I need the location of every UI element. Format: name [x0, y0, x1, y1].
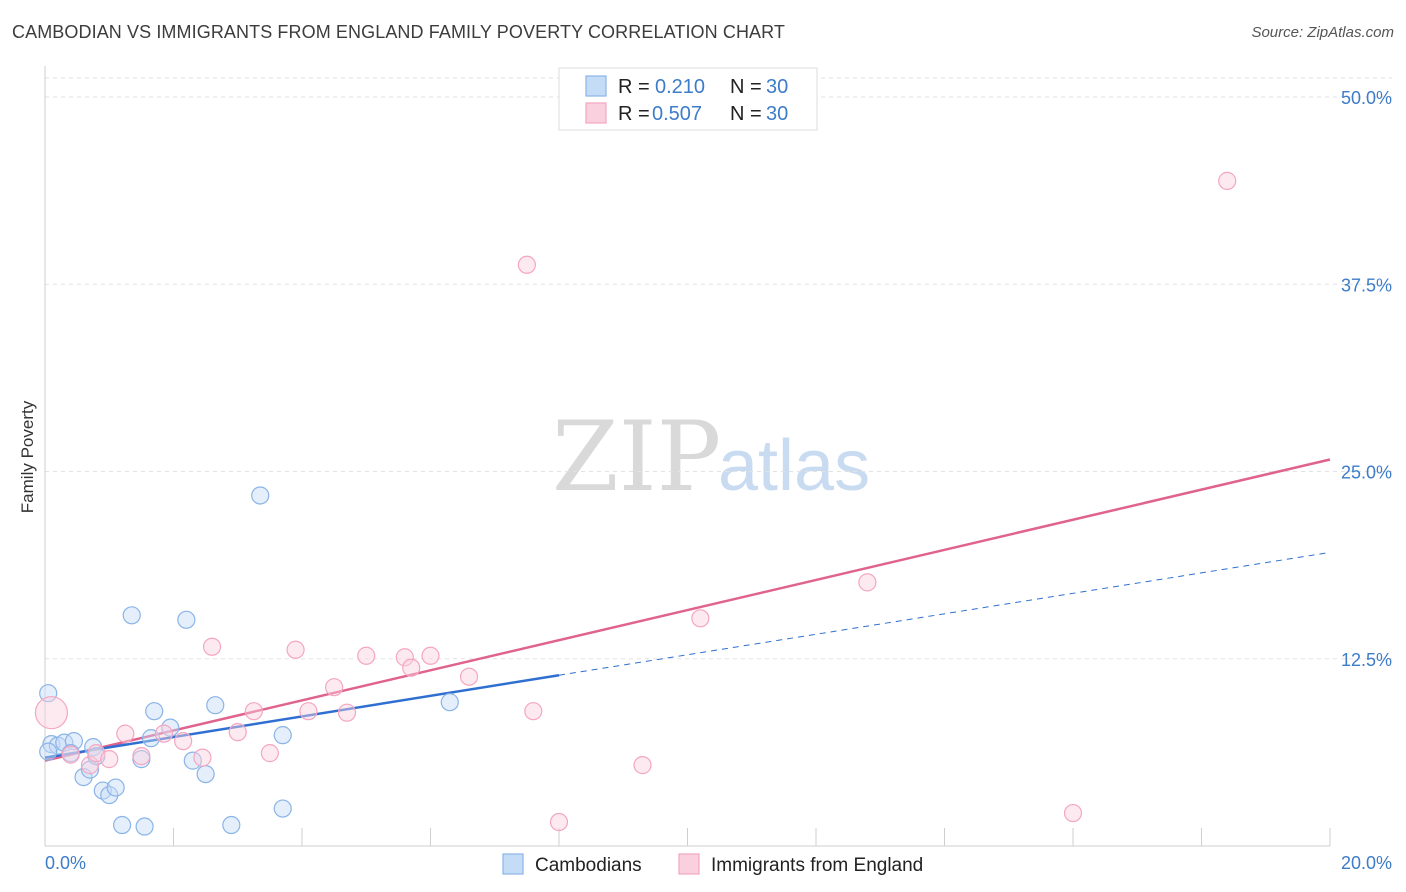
point-england: [116, 724, 135, 743]
y-axis-label: Family Poverty: [18, 400, 37, 513]
x-tick-label-max: 20.0%: [1341, 853, 1392, 873]
point-cambodians: [39, 742, 58, 761]
series-legend: Cambodians Immigrants from England: [502, 853, 923, 876]
y-tick-label: 50.0%: [1341, 88, 1392, 108]
point-england: [1063, 803, 1083, 823]
legend-r-value-2: 0.507: [652, 103, 702, 125]
point-england: [325, 678, 344, 697]
point-england: [1218, 171, 1237, 190]
point-cambodians: [106, 778, 125, 797]
data-points: [34, 171, 1237, 836]
legend-r-label-2: R =: [618, 103, 650, 125]
point-cambodians: [273, 726, 292, 745]
tick-labels: 12.5% 25.0% 37.5% 50.0% 0.0% 20.0%: [45, 88, 1392, 873]
y-tick-label: 37.5%: [1341, 275, 1392, 295]
series-legend-label-cambodians: Cambodians: [535, 855, 642, 876]
point-england: [459, 667, 479, 686]
point-england: [524, 702, 543, 721]
y-tick-label: 25.0%: [1341, 463, 1392, 483]
series-legend-swatch-cambodians: [502, 853, 524, 875]
point-cambodians: [251, 486, 270, 505]
point-england: [174, 732, 193, 751]
legend-n-label-2: N =: [730, 103, 762, 125]
point-cambodians: [39, 684, 58, 703]
point-england: [549, 812, 569, 832]
point-england: [154, 724, 173, 743]
point-cambodians: [177, 610, 196, 629]
y-tick-label: 12.5%: [1341, 650, 1392, 670]
point-england: [260, 744, 279, 763]
point-england: [286, 640, 305, 659]
gridlines: [45, 77, 1392, 660]
series-legend-swatch-england: [678, 853, 700, 875]
chart-title: CAMBODIAN VS IMMIGRANTS FROM ENGLAND FAM…: [12, 22, 786, 42]
point-cambodians: [122, 606, 141, 625]
point-cambodians: [112, 815, 132, 835]
series-legend-label-england: Immigrants from England: [711, 855, 923, 876]
watermark-atlas: atlas: [718, 426, 870, 506]
point-england: [100, 750, 119, 769]
point-england: [402, 658, 421, 677]
point-england: [421, 646, 440, 665]
point-england: [244, 702, 263, 721]
point-england: [299, 702, 318, 721]
trend-line-england: [44, 458, 1331, 762]
source-label: Source: ZipAtlas.com: [1251, 24, 1394, 41]
point-england: [395, 648, 414, 667]
point-cambodians: [206, 696, 225, 715]
point-england: [228, 723, 247, 742]
point-cambodians: [135, 817, 154, 836]
trend-line-cambodians-extension: [558, 551, 1331, 676]
legend-n-value-1: 30: [766, 76, 788, 98]
point-england: [34, 696, 69, 730]
point-cambodians: [145, 702, 164, 721]
point-cambodians: [222, 815, 241, 835]
point-england: [691, 609, 710, 628]
legend-swatch-england: [585, 102, 607, 124]
point-cambodians: [196, 764, 215, 784]
legend-r-label-1: R =: [618, 76, 650, 98]
watermark-zip: ZIP: [552, 401, 721, 513]
point-cambodians: [273, 799, 292, 818]
point-england: [633, 756, 652, 775]
point-england: [357, 646, 376, 665]
point-cambodians: [100, 785, 119, 805]
x-tick-label-min: 0.0%: [45, 853, 86, 873]
legend-n-value-2: 30: [766, 103, 788, 125]
point-cambodians: [440, 693, 459, 712]
stats-legend: R = 0.210 N = 30 R = 0.507 N = 30: [558, 67, 818, 131]
point-england: [202, 637, 222, 656]
axes: [44, 66, 1331, 847]
point-england: [193, 748, 212, 767]
point-england: [132, 747, 151, 766]
legend-n-label-1: N =: [730, 76, 762, 98]
legend-swatch-cambodians: [585, 75, 607, 97]
legend-r-value-1: 0.210: [655, 76, 705, 98]
point-england: [858, 573, 877, 592]
point-cambodians: [64, 732, 84, 751]
point-england: [517, 255, 536, 274]
point-england: [61, 745, 80, 764]
point-england: [337, 703, 357, 722]
